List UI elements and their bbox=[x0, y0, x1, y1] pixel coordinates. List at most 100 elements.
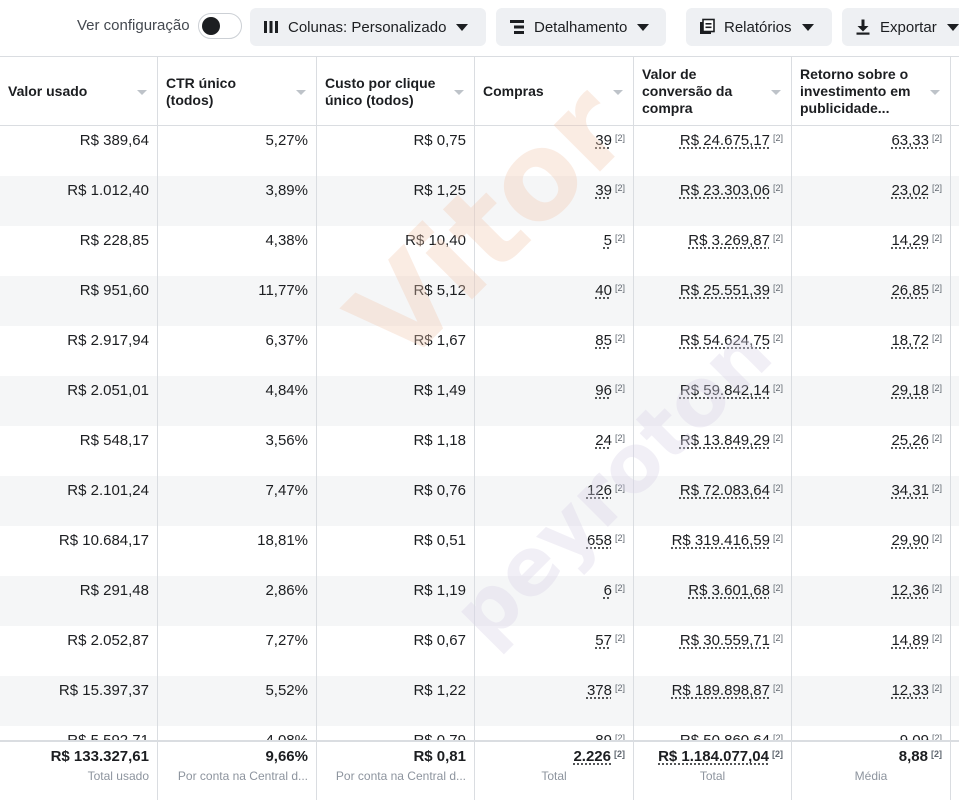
attribution-marker: [2] bbox=[614, 749, 625, 759]
sort-icon[interactable] bbox=[613, 90, 623, 95]
cell-conversion-value: R$ 23.303,06 [2] bbox=[634, 176, 792, 226]
table-row[interactable]: R$ 10.684,17 18,81% R$ 0,51 658 [2] R$ 319.41… bbox=[0, 526, 959, 576]
reports-icon bbox=[700, 18, 715, 34]
attribution-marker: [2] bbox=[931, 633, 942, 643]
attribution-marker: [2] bbox=[772, 483, 783, 493]
table-row[interactable]: R$ 2.917,94 6,37% R$ 1,67 85 [2] R$ 54.624,75… bbox=[0, 326, 959, 376]
columns-dropdown-button[interactable]: Colunas: Personalizado bbox=[250, 8, 486, 46]
cell-purchases-value[interactable]: 5 bbox=[603, 232, 612, 249]
cell-conversion-value-value[interactable]: R$ 189.898,87 bbox=[671, 682, 770, 699]
sort-icon[interactable] bbox=[771, 90, 781, 95]
cell-conversion-value-value[interactable]: R$ 319.416,59 bbox=[671, 532, 770, 549]
cell-roas-value[interactable]: 63,33 bbox=[891, 132, 929, 149]
table-row[interactable]: R$ 15.397,37 5,52% R$ 1,22 378 [2] R$ 189.898… bbox=[0, 676, 959, 726]
cell-conversion-value-value[interactable]: R$ 24.675,17 bbox=[679, 132, 770, 149]
reports-dropdown-button[interactable]: Relatórios bbox=[686, 8, 832, 46]
cell-ctr: 3,89% bbox=[158, 176, 317, 226]
cell-purchases-value[interactable]: 85 bbox=[595, 332, 612, 349]
column-header-conversion-value[interactable]: Valor de conversão da compra bbox=[634, 57, 792, 126]
column-header-ctr[interactable]: CTR único (todos) bbox=[158, 57, 317, 126]
cell-conversion-value-value[interactable]: R$ 13.849,29 bbox=[679, 432, 770, 449]
cell-ctr: 11,77% bbox=[158, 276, 317, 326]
cell-roas-value[interactable]: 26,85 bbox=[891, 282, 929, 299]
cell-conversion-value-value[interactable]: R$ 59.842,14 bbox=[679, 382, 770, 399]
total-spend-value: R$ 133.327,61 bbox=[50, 748, 149, 765]
attribution-marker: [2] bbox=[614, 683, 625, 693]
table-row[interactable]: R$ 389,64 5,27% R$ 0,75 39 [2] R$ 24.675,17 [2… bbox=[0, 126, 959, 176]
total-roas-label: Média bbox=[854, 769, 888, 783]
cell-conversion-value-value[interactable]: R$ 3.601,68 bbox=[688, 582, 770, 599]
cell-purchases-value[interactable]: 40 bbox=[595, 282, 612, 299]
column-header-spend[interactable]: Valor usado bbox=[0, 57, 158, 126]
cell-conversion-value-value[interactable]: R$ 23.303,06 bbox=[679, 182, 770, 199]
cell-purchases-value[interactable]: 6 bbox=[603, 582, 612, 599]
cell-roas-value[interactable]: 14,89 bbox=[891, 632, 929, 649]
cell-spend: R$ 291,48 bbox=[0, 576, 158, 626]
sort-icon[interactable] bbox=[137, 90, 147, 95]
cell-roas-value[interactable]: 29,90 bbox=[891, 532, 929, 549]
column-header-purchases[interactable]: Compras bbox=[475, 57, 634, 126]
cell-roas: 63,33 [2] bbox=[792, 126, 951, 176]
column-header-cpc[interactable]: Custo por clique único (todos) bbox=[317, 57, 475, 126]
total-purchases-cell: 2.226 [2] Total bbox=[475, 742, 634, 800]
table-row[interactable]: R$ 291,48 2,86% R$ 1,19 6 [2] R$ 3.601,68 [2] 1… bbox=[0, 576, 959, 626]
cell-roas-value[interactable]: 34,31 bbox=[891, 482, 929, 499]
cell-roas-value[interactable]: 14,29 bbox=[891, 232, 929, 249]
table-row[interactable]: R$ 2.051,01 4,84% R$ 1,49 96 [2] R$ 59.842,14… bbox=[0, 376, 959, 426]
cell-cpc-value: R$ 1,22 bbox=[413, 682, 466, 699]
cell-cpc: R$ 1,22 bbox=[317, 676, 475, 726]
table-body: R$ 389,64 5,27% R$ 0,75 39 [2] R$ 24.675,17 [2… bbox=[0, 126, 959, 746]
sort-icon[interactable] bbox=[454, 90, 464, 95]
cell-conversion-value-value[interactable]: R$ 30.559,71 bbox=[679, 632, 770, 649]
cell-conversion-value-value[interactable]: R$ 3.269,87 bbox=[688, 232, 770, 249]
attribution-marker: [2] bbox=[931, 283, 942, 293]
cell-purchases-value[interactable]: 57 bbox=[595, 632, 612, 649]
table-row[interactable]: R$ 951,60 11,77% R$ 5,12 40 [2] R$ 25.551,39[… bbox=[0, 276, 959, 326]
cell-purchases-value[interactable]: 39 bbox=[595, 132, 612, 149]
attribution-marker: [2] bbox=[931, 183, 942, 193]
table-row[interactable]: R$ 2.101,24 7,47% R$ 0,76 126 [2] R$ 72.083,6… bbox=[0, 476, 959, 526]
cell-ctr: 3,56% bbox=[158, 426, 317, 476]
cell-roas-value[interactable]: 12,36 bbox=[891, 582, 929, 599]
column-header-label: Custo por clique único (todos) bbox=[325, 74, 436, 108]
attribution-marker: [2] bbox=[931, 683, 942, 693]
chevron-down-icon bbox=[946, 23, 959, 31]
cell-purchases-value[interactable]: 126 bbox=[586, 482, 612, 499]
cell-spend: R$ 548,17 bbox=[0, 426, 158, 476]
cell-purchases-value[interactable]: 378 bbox=[586, 682, 612, 699]
total-conversion-value-link[interactable]: R$ 1.184.077,04 bbox=[658, 748, 769, 765]
cell-purchases-value[interactable]: 39 bbox=[595, 182, 612, 199]
cell-spend: R$ 15.397,37 bbox=[0, 676, 158, 726]
cell-roas-value[interactable]: 18,72 bbox=[891, 332, 929, 349]
table-row[interactable]: R$ 548,17 3,56% R$ 1,18 24 [2] R$ 13.849,29 [2… bbox=[0, 426, 959, 476]
cell-conversion-value-value[interactable]: R$ 25.551,39 bbox=[679, 282, 770, 299]
cell-purchases: 126 [2] bbox=[475, 476, 634, 526]
table-row[interactable]: R$ 228,85 4,38% R$ 10,40 5 [2] R$ 3.269,87 [2]… bbox=[0, 226, 959, 276]
total-purchases-link[interactable]: 2.226 bbox=[573, 748, 611, 765]
cell-conversion-value-value[interactable]: R$ 72.083,64 bbox=[679, 482, 770, 499]
sort-icon[interactable] bbox=[930, 90, 940, 95]
cell-conversion-value-value[interactable]: R$ 54.624,75 bbox=[679, 332, 770, 349]
sort-icon[interactable] bbox=[296, 90, 306, 95]
cell-roas-value[interactable]: 25,26 bbox=[891, 432, 929, 449]
column-header-roas[interactable]: Retorno sobre o investimento em publicid… bbox=[792, 57, 951, 126]
cell-ctr-value: 2,86% bbox=[265, 582, 308, 599]
cell-roas-value[interactable]: 23,02 bbox=[891, 182, 929, 199]
cell-purchases-value[interactable]: 96 bbox=[595, 382, 612, 399]
cell-purchases-value[interactable]: 24 bbox=[595, 432, 612, 449]
cell-roas-value[interactable]: 12,33 bbox=[891, 682, 929, 699]
export-dropdown-button[interactable]: Exportar bbox=[842, 8, 959, 46]
table-row[interactable]: R$ 2.052,87 7,27% R$ 0,67 57 [2] R$ 30.559,71… bbox=[0, 626, 959, 676]
cell-spend: R$ 1.012,40 bbox=[0, 176, 158, 226]
cell-cpc: R$ 10,40 bbox=[317, 226, 475, 276]
cell-purchases-value[interactable]: 658 bbox=[586, 532, 612, 549]
cell-ctr: 7,47% bbox=[158, 476, 317, 526]
breakdown-dropdown-button[interactable]: Detalhamento bbox=[496, 8, 666, 46]
view-config-toggle[interactable] bbox=[198, 13, 242, 39]
cell-roas-value[interactable]: 29,18 bbox=[891, 382, 929, 399]
attribution-marker: [2] bbox=[931, 333, 942, 343]
total-purchases-label: Total bbox=[541, 769, 567, 783]
attribution-marker: [2] bbox=[931, 133, 942, 143]
table-row[interactable]: R$ 1.012,40 3,89% R$ 1,25 39 [2] R$ 23.303,06… bbox=[0, 176, 959, 226]
attribution-marker: [2] bbox=[614, 183, 625, 193]
